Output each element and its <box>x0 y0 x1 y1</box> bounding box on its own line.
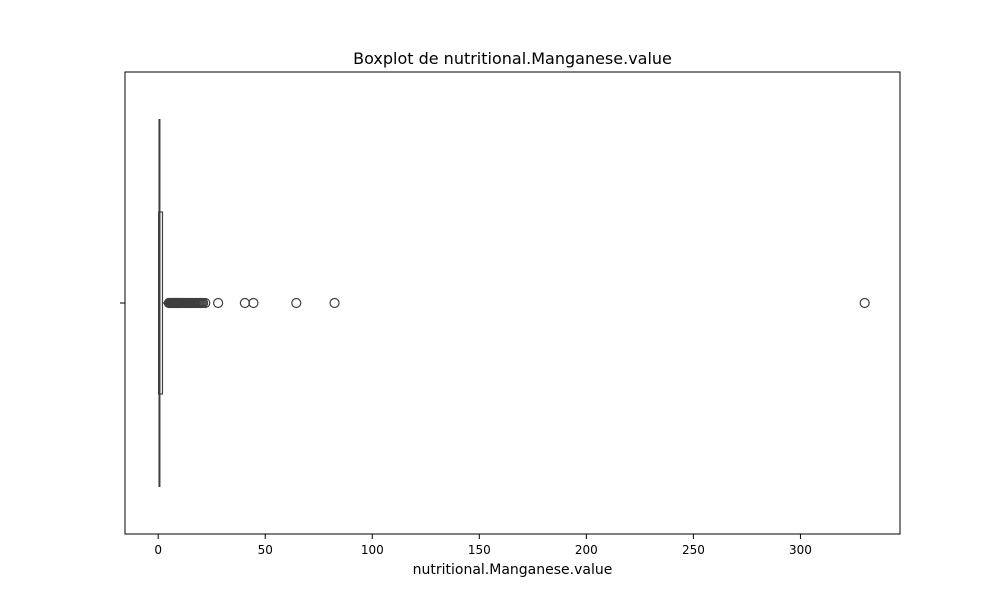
x-tick-label: 300 <box>789 543 812 557</box>
outlier-point <box>248 297 259 309</box>
x-tick-label: 50 <box>258 543 273 557</box>
outlier-point <box>291 297 302 309</box>
outlier-point <box>213 297 224 309</box>
x-axis-ticks: 0 50 100 150 200 250 300 <box>154 534 812 557</box>
outlier-point <box>859 297 870 309</box>
x-tick-label: 200 <box>575 543 598 557</box>
outlier-point <box>200 297 211 309</box>
chart-title: Boxplot de nutritional.Manganese.value <box>353 49 672 68</box>
outlier-point <box>329 297 340 309</box>
x-tick-label: 150 <box>468 543 491 557</box>
x-axis-label: nutritional.Manganese.value <box>413 562 613 578</box>
x-tick-label: 0 <box>154 543 162 557</box>
x-tick-label: 250 <box>682 543 705 557</box>
x-tick-label: 100 <box>361 543 384 557</box>
plot-area <box>158 119 870 487</box>
